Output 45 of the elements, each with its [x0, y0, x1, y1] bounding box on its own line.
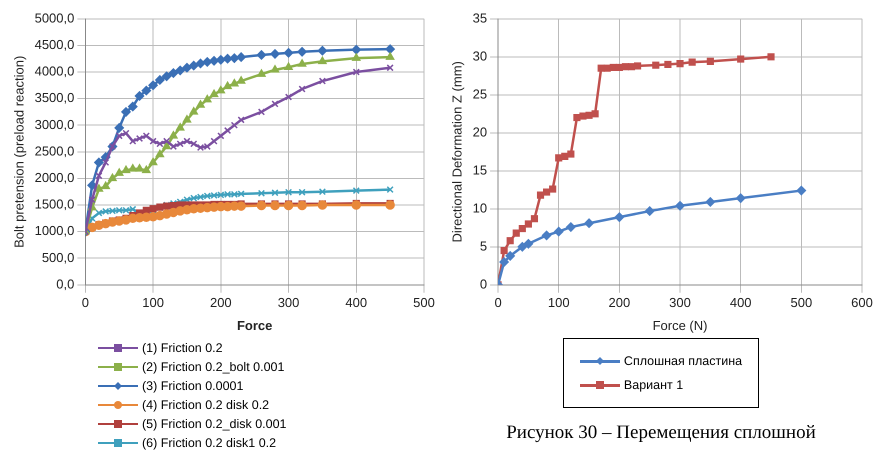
x-tick-label: 0 — [82, 295, 89, 310]
y-tick-label: 3500,0 — [34, 90, 74, 106]
x-axis-title: Force — [236, 318, 272, 333]
legend-label: (6) Friction 0.2 disk1 0.2 — [142, 436, 276, 450]
y-axis-title: Directional Deformation Z (mm) — [449, 61, 464, 242]
x-tick-label: 500 — [790, 295, 812, 310]
y-tick-label: 25 — [472, 86, 488, 102]
y-tick-label: 5000,0 — [34, 10, 74, 26]
x-tick-label: 100 — [548, 295, 570, 310]
text: Рисунок 30 – Перемещения сплошной — [505, 422, 817, 444]
y-tick-label: 2500,0 — [34, 143, 74, 158]
y-tick-label: 15 — [472, 162, 488, 178]
x-tick-label: 100 — [142, 295, 164, 310]
y-axis-title: Bolt pretension (preload reaction) — [11, 56, 26, 248]
x-tick-label: 400 — [730, 295, 752, 310]
y-tick-label: 4000,0 — [34, 64, 74, 79]
y-tick-label: 500,0 — [42, 250, 74, 265]
y-tick-label: 10 — [472, 200, 488, 216]
y-tick-label: 0,0 — [56, 276, 74, 292]
x-tick-label: 200 — [608, 295, 630, 310]
legend-label: (3) Friction 0.0001 — [142, 378, 244, 392]
y-tick-label: 3000,0 — [34, 116, 74, 132]
legend-label: (1) Friction 0.2 — [142, 340, 223, 354]
y-tick-label: 0 — [480, 276, 488, 292]
x-axis-title: Force (N) — [652, 318, 708, 333]
legend-label: Вариант 1 — [624, 378, 684, 392]
y-tick-label: 5 — [480, 238, 488, 254]
y-tick-label: 4500,0 — [34, 36, 74, 52]
x-tick-label: 500 — [413, 295, 435, 310]
legend-label: (2) Friction 0.2_bolt 0.001 — [142, 360, 284, 374]
legend-label: Сплошная пластина — [624, 354, 742, 368]
x-tick-label: 200 — [210, 295, 232, 310]
x-tick-label: 300 — [278, 295, 300, 310]
x-tick-label: 0 — [494, 295, 502, 310]
y-tick-label: 20 — [472, 124, 488, 140]
x-tick-label: 300 — [669, 295, 691, 310]
y-tick-label: 2000,0 — [34, 170, 74, 185]
y-tick-label: 1500,0 — [34, 196, 74, 212]
y-tick-label: 35 — [472, 10, 488, 26]
x-tick-label: 400 — [345, 295, 368, 310]
y-tick-label: 30 — [472, 48, 488, 64]
legend-label: (4) Friction 0.2 disk 0.2 — [142, 398, 270, 412]
y-tick-label: 1000,0 — [34, 223, 74, 238]
legend-label: (5) Friction 0.2_disk 0.001 — [142, 416, 287, 430]
x-tick-label: 600 — [851, 295, 873, 310]
